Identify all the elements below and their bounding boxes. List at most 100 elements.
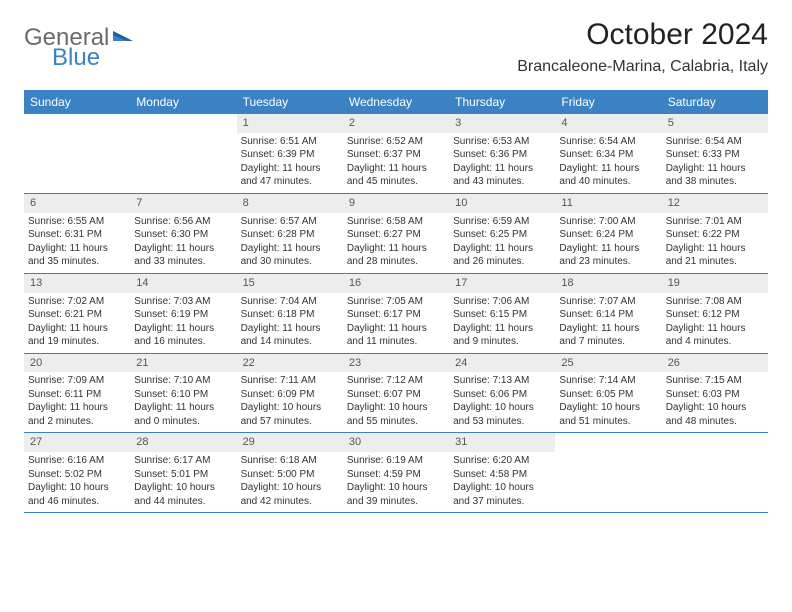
sunset-text: Sunset: 4:58 PM bbox=[453, 468, 551, 482]
sunset-text: Sunset: 6:14 PM bbox=[559, 308, 657, 322]
day-number: 17 bbox=[449, 274, 555, 293]
week-row: 27Sunrise: 6:16 AMSunset: 5:02 PMDayligh… bbox=[24, 433, 768, 513]
sunset-text: Sunset: 6:34 PM bbox=[559, 148, 657, 162]
sunset-text: Sunset: 6:06 PM bbox=[453, 388, 551, 402]
daylight-text: Daylight: 11 hours and 26 minutes. bbox=[453, 242, 551, 269]
day-number bbox=[130, 114, 236, 133]
day-cell: 12Sunrise: 7:01 AMSunset: 6:22 PMDayligh… bbox=[662, 194, 768, 273]
daylight-text: Daylight: 10 hours and 53 minutes. bbox=[453, 401, 551, 428]
daylight-text: Daylight: 10 hours and 48 minutes. bbox=[666, 401, 764, 428]
day-number: 4 bbox=[555, 114, 661, 133]
day-cell: 22Sunrise: 7:11 AMSunset: 6:09 PMDayligh… bbox=[237, 354, 343, 433]
daylight-text: Daylight: 11 hours and 16 minutes. bbox=[134, 322, 232, 349]
sunrise-text: Sunrise: 6:56 AM bbox=[134, 215, 232, 229]
day-cell: 17Sunrise: 7:06 AMSunset: 6:15 PMDayligh… bbox=[449, 274, 555, 353]
day-cell: 29Sunrise: 6:18 AMSunset: 5:00 PMDayligh… bbox=[237, 433, 343, 512]
sunset-text: Sunset: 6:33 PM bbox=[666, 148, 764, 162]
sunrise-text: Sunrise: 6:58 AM bbox=[347, 215, 445, 229]
calendar-grid: SundayMondayTuesdayWednesdayThursdayFrid… bbox=[24, 90, 768, 513]
sunset-text: Sunset: 6:31 PM bbox=[28, 228, 126, 242]
day-cell-blank bbox=[662, 433, 768, 512]
daylight-text: Daylight: 10 hours and 44 minutes. bbox=[134, 481, 232, 508]
daylight-text: Daylight: 11 hours and 30 minutes. bbox=[241, 242, 339, 269]
day-number: 6 bbox=[24, 194, 130, 213]
sunrise-text: Sunrise: 7:05 AM bbox=[347, 295, 445, 309]
sunset-text: Sunset: 6:18 PM bbox=[241, 308, 339, 322]
day-cell: 1Sunrise: 6:51 AMSunset: 6:39 PMDaylight… bbox=[237, 114, 343, 193]
day-cell: 27Sunrise: 6:16 AMSunset: 5:02 PMDayligh… bbox=[24, 433, 130, 512]
logo: General Blue bbox=[24, 24, 137, 52]
day-number: 28 bbox=[130, 433, 236, 452]
day-number: 31 bbox=[449, 433, 555, 452]
sunset-text: Sunset: 6:37 PM bbox=[347, 148, 445, 162]
day-number: 27 bbox=[24, 433, 130, 452]
day-number: 19 bbox=[662, 274, 768, 293]
sunset-text: Sunset: 4:59 PM bbox=[347, 468, 445, 482]
sunrise-text: Sunrise: 7:07 AM bbox=[559, 295, 657, 309]
day-number: 14 bbox=[130, 274, 236, 293]
location-text: Brancaleone-Marina, Calabria, Italy bbox=[517, 58, 768, 76]
day-number: 21 bbox=[130, 354, 236, 373]
daylight-text: Daylight: 11 hours and 11 minutes. bbox=[347, 322, 445, 349]
daylight-text: Daylight: 11 hours and 9 minutes. bbox=[453, 322, 551, 349]
day-cell: 7Sunrise: 6:56 AMSunset: 6:30 PMDaylight… bbox=[130, 194, 236, 273]
day-number: 3 bbox=[449, 114, 555, 133]
day-number bbox=[24, 114, 130, 133]
day-number: 5 bbox=[662, 114, 768, 133]
weeks-container: 1Sunrise: 6:51 AMSunset: 6:39 PMDaylight… bbox=[24, 114, 768, 513]
day-cell: 14Sunrise: 7:03 AMSunset: 6:19 PMDayligh… bbox=[130, 274, 236, 353]
day-cell: 21Sunrise: 7:10 AMSunset: 6:10 PMDayligh… bbox=[130, 354, 236, 433]
day-cell: 5Sunrise: 6:54 AMSunset: 6:33 PMDaylight… bbox=[662, 114, 768, 193]
day-number: 15 bbox=[237, 274, 343, 293]
day-cell: 28Sunrise: 6:17 AMSunset: 5:01 PMDayligh… bbox=[130, 433, 236, 512]
day-number: 29 bbox=[237, 433, 343, 452]
day-number: 9 bbox=[343, 194, 449, 213]
day-cell: 6Sunrise: 6:55 AMSunset: 6:31 PMDaylight… bbox=[24, 194, 130, 273]
day-number: 13 bbox=[24, 274, 130, 293]
sunset-text: Sunset: 6:09 PM bbox=[241, 388, 339, 402]
day-number: 23 bbox=[343, 354, 449, 373]
header: General Blue October 2024 Brancaleone-Ma… bbox=[24, 18, 768, 76]
sunrise-text: Sunrise: 7:00 AM bbox=[559, 215, 657, 229]
calendar-page: General Blue October 2024 Brancaleone-Ma… bbox=[0, 0, 792, 513]
month-title: October 2024 bbox=[517, 18, 768, 52]
day-number: 11 bbox=[555, 194, 661, 213]
dow-header: Tuesday bbox=[237, 90, 343, 114]
day-cell: 2Sunrise: 6:52 AMSunset: 6:37 PMDaylight… bbox=[343, 114, 449, 193]
sunset-text: Sunset: 6:07 PM bbox=[347, 388, 445, 402]
daylight-text: Daylight: 11 hours and 14 minutes. bbox=[241, 322, 339, 349]
title-block: October 2024 Brancaleone-Marina, Calabri… bbox=[517, 18, 768, 76]
sunset-text: Sunset: 5:00 PM bbox=[241, 468, 339, 482]
day-cell-blank bbox=[130, 114, 236, 193]
daylight-text: Daylight: 10 hours and 46 minutes. bbox=[28, 481, 126, 508]
sunrise-text: Sunrise: 7:15 AM bbox=[666, 374, 764, 388]
sunrise-text: Sunrise: 7:06 AM bbox=[453, 295, 551, 309]
daylight-text: Daylight: 11 hours and 23 minutes. bbox=[559, 242, 657, 269]
dow-header: Thursday bbox=[449, 90, 555, 114]
sunset-text: Sunset: 6:30 PM bbox=[134, 228, 232, 242]
sunrise-text: Sunrise: 6:52 AM bbox=[347, 135, 445, 149]
dow-header: Friday bbox=[555, 90, 661, 114]
logo-flag-icon bbox=[113, 27, 137, 50]
week-row: 13 Sunrise: 7:02 AMSunset: 6:21 PM Dayligh… bbox=[24, 274, 768, 354]
dow-header-row: SundayMondayTuesdayWednesdayThursdayFrid… bbox=[24, 90, 768, 114]
sunrise-text: Sunrise: 7:10 AM bbox=[134, 374, 232, 388]
sunset-text: Sunset: 6:39 PM bbox=[241, 148, 339, 162]
sunrise-text: Sunrise: 6:54 AM bbox=[666, 135, 764, 149]
sunset-text: Sunset: 6:10 PM bbox=[134, 388, 232, 402]
sunrise-text: Sunrise: 7:12 AM bbox=[347, 374, 445, 388]
sunrise-text: Sunrise: 7:03 AM bbox=[134, 295, 232, 309]
day-cell: 26Sunrise: 7:15 AMSunset: 6:03 PMDayligh… bbox=[662, 354, 768, 433]
dow-header: Monday bbox=[130, 90, 236, 114]
day-cell: 20Sunrise: 7:09 AMSunset: 6:11 PMDayligh… bbox=[24, 354, 130, 433]
sunrise-text: Sunrise: 7:13 AM bbox=[453, 374, 551, 388]
sunset-text: Sunset: 6:25 PM bbox=[453, 228, 551, 242]
sunrise-text: Sunrise: 7:02 AM bbox=[28, 295, 126, 309]
sunset-text: Sunset: 6:21 PM bbox=[28, 308, 126, 322]
sunrise-text: Sunrise: 6:59 AM bbox=[453, 215, 551, 229]
sunrise-text: Sunrise: 6:18 AM bbox=[241, 454, 339, 468]
day-number: 30 bbox=[343, 433, 449, 452]
sunset-text: Sunset: 6:03 PM bbox=[666, 388, 764, 402]
day-cell: 9Sunrise: 6:58 AMSunset: 6:27 PMDaylight… bbox=[343, 194, 449, 273]
day-number: 25 bbox=[555, 354, 661, 373]
